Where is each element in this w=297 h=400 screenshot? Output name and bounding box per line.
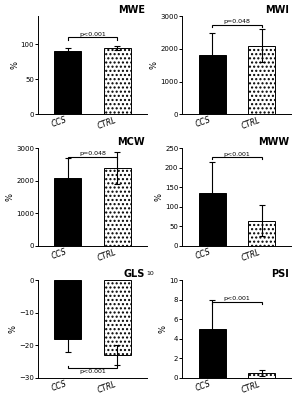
Text: p=0.048: p=0.048: [79, 151, 106, 156]
Text: p<0.001: p<0.001: [224, 296, 250, 301]
Bar: [54, 51, 81, 114]
Y-axis label: %: %: [9, 325, 18, 333]
Bar: [199, 329, 226, 378]
Text: MCW: MCW: [117, 138, 145, 148]
Text: MWI: MWI: [266, 6, 289, 16]
Text: 10: 10: [146, 272, 154, 276]
Bar: [104, 280, 131, 355]
Bar: [104, 168, 131, 246]
Bar: [248, 221, 275, 246]
Y-axis label: %: %: [154, 193, 163, 201]
Y-axis label: %: %: [150, 61, 159, 69]
Bar: [248, 46, 275, 114]
Text: GLS: GLS: [124, 269, 145, 279]
Bar: [199, 193, 226, 246]
Bar: [199, 56, 226, 114]
Bar: [54, 178, 81, 246]
Text: MWW: MWW: [258, 138, 289, 148]
Text: p=0.048: p=0.048: [224, 19, 250, 24]
Text: p<0.001: p<0.001: [79, 32, 106, 37]
Text: p<0.001: p<0.001: [79, 369, 106, 374]
Y-axis label: %: %: [159, 325, 168, 333]
Bar: [104, 48, 131, 114]
Y-axis label: %: %: [10, 61, 19, 69]
Text: MWE: MWE: [118, 6, 145, 16]
Y-axis label: %: %: [6, 193, 15, 201]
Bar: [54, 280, 81, 339]
Text: p<0.001: p<0.001: [224, 152, 250, 156]
Text: PSI: PSI: [271, 269, 289, 279]
Bar: [248, 373, 275, 378]
